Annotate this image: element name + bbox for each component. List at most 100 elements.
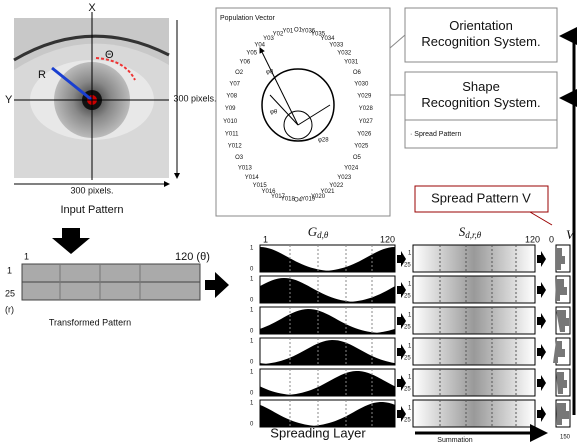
g-row-top: 1: [250, 308, 254, 314]
population-label: Y025: [354, 144, 369, 150]
population-label: Y023: [337, 175, 352, 181]
population-label: Y028: [359, 106, 374, 112]
angle-label: φ0: [266, 70, 274, 76]
population-label: Y021: [320, 189, 335, 195]
population-label: Y08: [226, 94, 237, 100]
g-row-top: 1: [250, 401, 254, 407]
s-row-bottom: 25: [404, 387, 411, 393]
axis-x: X: [88, 2, 96, 14]
population-label: O3: [235, 155, 244, 161]
g-row-bottom: 0: [250, 267, 254, 273]
s-row-top: 1: [408, 375, 412, 381]
g-row-top: 1: [250, 370, 254, 376]
g-x-start: 1: [263, 234, 268, 244]
row-arrow: [537, 344, 546, 360]
s-row-top: 1: [408, 282, 412, 288]
population-label: Y031: [344, 60, 359, 66]
s-row-top: 1: [408, 344, 412, 350]
t-caption: Transformed Pattern: [49, 317, 131, 327]
population-label: Y012: [228, 144, 243, 150]
transformed-strip: [22, 264, 200, 300]
shape-line: Recognition System.: [421, 95, 540, 110]
shape-line: Shape: [462, 79, 500, 94]
spread-callout: Spread Pattern V: [431, 190, 531, 205]
population-label: Y05: [246, 50, 257, 56]
population-label: Y030: [354, 82, 369, 88]
spreading-caption: Spreading Layer: [270, 425, 366, 440]
v-bottom: 150: [560, 435, 571, 441]
population-label: Y06: [239, 60, 250, 66]
g-row-top: 1: [250, 339, 254, 345]
row-arrow: [537, 282, 546, 298]
t-r-start: 1: [7, 265, 12, 275]
right-arrow: [205, 272, 229, 298]
population-label: Y022: [329, 183, 344, 189]
s-row-bottom: 25: [404, 418, 411, 424]
g-row-top: 1: [250, 246, 254, 252]
population-label: Y03: [263, 36, 274, 42]
angle-label: φθ: [270, 110, 278, 116]
population-label: Y033: [329, 42, 344, 48]
population-label: Y010: [223, 119, 238, 125]
t-r-unit: (r): [5, 304, 14, 314]
population-label: Y04: [254, 42, 265, 48]
population-label: Y029: [357, 94, 372, 100]
population-label: Y027: [359, 119, 374, 125]
population-label: Y011: [225, 131, 239, 137]
v-zero: 0: [549, 234, 554, 244]
angle-label: φ28: [318, 138, 329, 144]
s-row-bottom: 25: [404, 294, 411, 300]
population-label: Y02: [273, 31, 284, 37]
g-row-bottom: 0: [250, 360, 254, 366]
axis-y: Y: [5, 94, 13, 106]
t-x-start: 1: [24, 251, 29, 261]
row-arrow: [537, 375, 546, 391]
s-row-top: 1: [408, 251, 412, 257]
s-x-end: 120: [525, 234, 540, 244]
g-header: Gd,θ: [308, 224, 329, 240]
eye-image: [14, 12, 177, 184]
population-label: Y015: [253, 183, 268, 189]
s-panel: [413, 338, 535, 365]
orientation-line: Recognition System.: [421, 34, 540, 49]
g-row-bottom: 0: [250, 298, 254, 304]
diagram: X Y R Θ 300 pixels. 300 pixels. Input Pa…: [0, 0, 579, 444]
population-label: Y024: [344, 166, 359, 172]
g-sub: d,θ: [317, 230, 329, 240]
summation-caption: Summation: [437, 437, 473, 444]
s-row-bottom: 25: [404, 356, 411, 362]
row-arrow: [537, 406, 546, 422]
g-row-bottom: 0: [250, 391, 254, 397]
s-panel: [413, 276, 535, 303]
t-r-end: 25: [5, 288, 15, 298]
s-row-bottom: 25: [404, 325, 411, 331]
population-label: O2: [235, 70, 244, 76]
down-arrow: [52, 228, 90, 254]
t-x-end: 120 (θ): [175, 251, 210, 263]
population-label: Y013: [238, 166, 253, 172]
s-header: Sd,r,θ: [459, 224, 482, 240]
g-row-top: 1: [250, 277, 254, 283]
s-panel: [413, 307, 535, 334]
s-panel: [413, 369, 535, 396]
population-label: Y014: [245, 175, 260, 181]
s-sub: d,r,θ: [465, 230, 482, 240]
population-label: Y026: [357, 131, 372, 137]
width-label: 300 pixels.: [70, 185, 113, 195]
s-panel: [413, 245, 535, 272]
population-label: Y036: [301, 29, 316, 35]
s-row-top: 1: [408, 406, 412, 412]
height-label: 300 pixels.: [173, 93, 216, 103]
radius: R: [38, 69, 46, 81]
row-arrow: [537, 251, 546, 267]
s-row-bottom: 25: [404, 263, 411, 269]
connector: [390, 35, 405, 48]
spread-item: · Spread Pattern: [410, 131, 461, 138]
population-label: Y032: [337, 50, 352, 56]
theta: Θ: [105, 49, 114, 61]
population-label: O5: [353, 155, 362, 161]
orientation-line: Orientation: [449, 18, 513, 33]
population-label: Y07: [229, 82, 240, 88]
s-panel: [413, 400, 535, 427]
